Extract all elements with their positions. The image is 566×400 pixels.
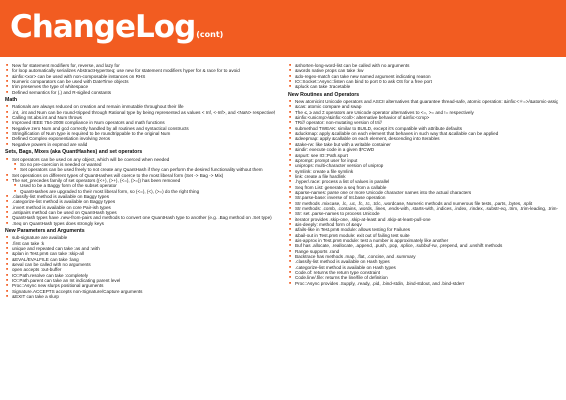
list-item: &do-regex-match can take new named argum… <box>288 74 558 79</box>
list-item: &shorten-long-word-list can be called wi… <box>288 63 558 68</box>
list-item: .categorize-list method is available on … <box>5 199 275 204</box>
list-item: &deepmap: apply &callable on each elemen… <box>288 136 558 141</box>
list-item: .classify-list method is available on Ha… <box>288 259 558 264</box>
list-item: trim preserves the type of whitespace <box>5 84 275 89</box>
list-item: &duckmap: apply &callable on each elemen… <box>288 131 558 136</box>
list-item: &plan in Test.pm6 can take :skip-all <box>5 251 275 256</box>
list-item: uniprops: multi-character version of uni… <box>288 163 558 168</box>
list-item: submethod TWEAK: similar to BUILD, excep… <box>288 126 558 131</box>
list-item: &EXIT can take a slurp <box>5 294 275 299</box>
params-list: sub-signature are available.first can ta… <box>5 235 275 299</box>
list-item: &parse-names: parse one or more Unicode … <box>288 190 558 195</box>
list-item: &eval can be called with no arguments <box>5 262 275 267</box>
list-item: Defined Complex exponentiation involving… <box>5 136 275 141</box>
list-item: &spurt: see IO::Path.spurt <box>288 153 558 158</box>
list-item: link: create a file hardlink <box>288 174 558 179</box>
intro-list: New for statement modifiers for, reverse… <box>5 63 275 95</box>
section-heading-params: New Parameters and Arguments <box>5 227 85 234</box>
list-item: Code.of: returns the return type constra… <box>288 270 558 275</box>
list-item: Rationals are always reduced on creation… <box>5 104 275 109</box>
list-item: &cas: atomic compare and swap <box>288 104 558 109</box>
list-item: Backtrace has methods .map, .flat, .conc… <box>288 254 558 259</box>
list-item: &bail-out in Test.pm6 module: exit out o… <box>288 233 558 238</box>
list-item: .categorize-list method is available on … <box>288 265 558 270</box>
right-intro-list: &shorten-long-word-list can be called wi… <box>288 63 558 90</box>
list-item: Improved IEEE 754-2008 compliance in Num… <box>5 120 275 125</box>
section-heading-sets: Sets, Bags, Mixes (aka QuantHashes) and … <box>5 149 143 156</box>
list-item: IO::Path.parent can take an Int indicati… <box>5 278 275 283</box>
list-item: &take-rw: like take but with a writable … <box>288 142 558 147</box>
list-item: Code.line/.file: returns the line/file o… <box>288 275 558 280</box>
section-heading-routines: New Routines and Operators <box>288 91 360 98</box>
list-item: The ≤, ≥ and ≠ operators are Unicode ope… <box>288 110 558 115</box>
list-item: Proc::Async new slurps positional argume… <box>5 283 275 288</box>
list-item: &EVAL/EVALFILE can take :lang <box>5 257 275 262</box>
list-item: unique and repeated can take :as and :wi… <box>5 246 275 251</box>
list-item: open accepts :out-buffer <box>5 267 275 272</box>
list-item: Seq from List: generate a seq from a cal… <box>288 185 558 190</box>
list-item: Numeric comparators can be used with Dat… <box>5 79 275 84</box>
list-item: &words native props can take :kw <box>288 68 558 73</box>
routines-list: New atomicint Unicode operators and ASCI… <box>288 99 558 286</box>
list-item: Range supports .rand <box>288 249 558 254</box>
math-list: Rationals are always reduced on creation… <box>5 104 275 147</box>
list-item: Set operators can be used on any object,… <box>5 157 275 162</box>
list-item: Stringification of Num type is required … <box>5 131 275 136</box>
list-item: iterator provides .skip-one, .skip-at-le… <box>288 217 558 222</box>
list-item: &infix:<xor> can be used with non-compos… <box>5 74 275 79</box>
list-item: .int, .int and Num can be round-tripped … <box>5 110 275 115</box>
list-item: Str methods .mixcase, .lc, .uc, .fc, .tc… <box>288 201 558 206</box>
list-item: Signature.ACCEPTS accepts non-Signature/… <box>5 289 275 294</box>
list-item: .classify-list method is available on Ba… <box>5 194 275 199</box>
list-item: for loop automatically serializes Abstra… <box>5 68 275 73</box>
list-item: Proc::Async provides .Supply, .ready, .p… <box>288 281 558 286</box>
list-item: sub-signature are available <box>5 235 275 240</box>
list-item: Calling Int.abs.int and Num throws <box>5 115 275 120</box>
list-item: .antipairs method can be used on QuantHa… <box>5 210 275 215</box>
title-text: ChangeLog <box>10 9 196 45</box>
list-item: &prompt: prompt user for input <box>288 158 558 163</box>
list-item: So no pre-coercion is needed or wanted <box>5 162 275 167</box>
list-item: New atomicint Unicode operators and ASCI… <box>288 99 558 104</box>
list-item: IO::Socket::Async::listen can bind to po… <box>288 79 558 84</box>
list-item: .invert method is available on core Pair… <box>5 205 275 210</box>
list-item: Str methods: .comb, .contains, .words, .… <box>288 206 558 211</box>
list-item: &is-deeply: method form of &eqv <box>288 222 558 227</box>
list-item: Str: set .parse-names to process Unicode <box>288 211 558 216</box>
header-banner: ChangeLog(cont) <box>0 0 566 57</box>
list-item: &indir: execute code in a given $*CWD <box>288 147 558 152</box>
list-item: IO::Path.resolve can take :completely <box>5 273 275 278</box>
list-item: Negative zero Num and gcd correctly hand… <box>5 126 275 131</box>
section-heading-math: Math <box>5 97 18 104</box>
list-item: QuantHashes are upgraded to their most l… <box>5 189 275 194</box>
list-item: Set operators can be used freely to not … <box>5 167 275 172</box>
list-item: .hyper/.race: process a list of values i… <box>288 179 558 184</box>
list-item: QuantHash types have .new-from-pairs and… <box>5 215 275 220</box>
list-item: .first can take :k <box>5 241 275 246</box>
list-item: Negative powers in expmod are valid <box>5 142 275 147</box>
list-item: .Seq on QuantHash types does strongly ke… <box>5 221 275 226</box>
page-title: ChangeLog(cont) <box>10 7 223 55</box>
list-item: Buf has .allocate, .reallocate, .append,… <box>288 243 558 248</box>
list-item: Str.parse-base: inverse of Int.base oper… <box>288 195 558 200</box>
left-column: New for statement modifiers for, reverse… <box>5 63 275 299</box>
list-item: symlink: create a file symlink <box>288 169 558 174</box>
list-item: &infix:<unicmp>/&infix:<coll>: alternati… <box>288 115 558 120</box>
list-item: Defined semantics for (.) and R-sigiled … <box>5 90 275 95</box>
list-item: &fails-like in Test.pm6 module: allows t… <box>288 227 558 232</box>
list-item: New for statement modifiers for, reverse… <box>5 63 275 68</box>
list-item: Used to be a Baggy form of the subset op… <box>5 183 275 188</box>
sets-list: Set operators can be used on any object,… <box>5 157 275 226</box>
list-item: Set operations on different types of Qua… <box>5 173 275 178</box>
title-subtitle: (cont) <box>196 30 224 39</box>
list-item: &is-approx in Test.pm6 module: test a nu… <box>288 238 558 243</box>
list-item: The set_precedes family of set operators… <box>5 178 275 183</box>
list-item: &pluck can take :tracetable <box>288 84 558 89</box>
list-item: TR/// operator: non-mutating version of … <box>288 120 558 125</box>
right-column: &shorten-long-word-list can be called wi… <box>288 63 558 286</box>
